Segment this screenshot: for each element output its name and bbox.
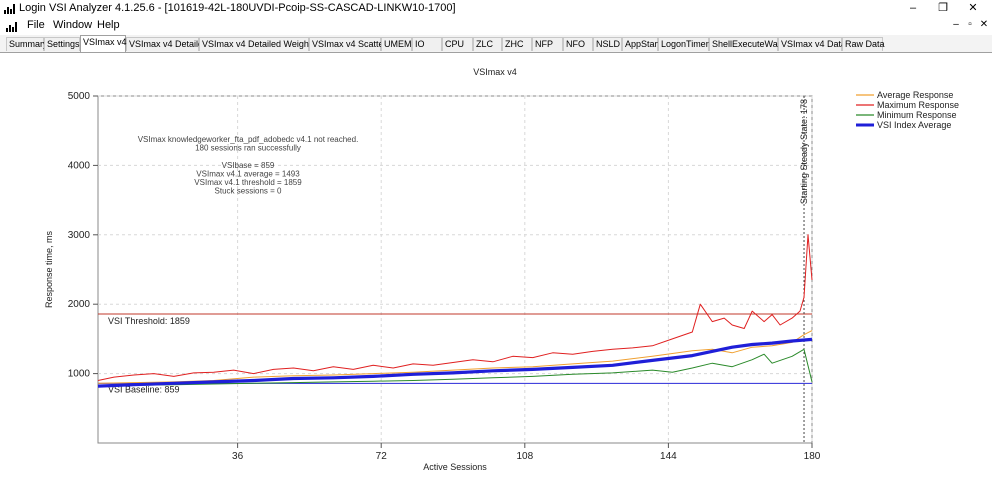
tab-vsimax-v4-scatter[interactable]: VSImax v4 Scatter xyxy=(309,37,387,51)
menu-bar: File Window Help – ▫ ✕ xyxy=(0,17,992,35)
series-line-average-response xyxy=(97,330,813,384)
y-tick-label: 5000 xyxy=(68,91,91,102)
app-chart-icon xyxy=(4,4,16,14)
annotation-text: VSImax knowledgeworker_fta_pdf_adobedc v… xyxy=(138,135,359,144)
tab-zhc[interactable]: ZHC xyxy=(502,37,532,51)
x-axis-label: Active Sessions xyxy=(423,462,487,472)
series-line-maximum-response xyxy=(97,234,813,381)
tab-cpu[interactable]: CPU xyxy=(442,37,473,51)
mdi-restore-button[interactable]: ▫ xyxy=(968,19,972,30)
tab-vsimax-v4-detailed-weighted[interactable]: VSImax v4 Detailed Weighted xyxy=(199,37,321,51)
series-line-minimum-response xyxy=(97,348,813,387)
tab-summary[interactable]: Summary xyxy=(6,37,48,51)
mdi-close-button[interactable]: ✕ xyxy=(979,19,989,30)
tab-nsld[interactable]: NSLD xyxy=(593,37,622,51)
tab-appstart[interactable]: AppStart xyxy=(622,37,660,51)
tab-vsimax-v4[interactable]: VSImax v4 xyxy=(80,35,127,52)
y-tick-label: 4000 xyxy=(68,160,91,171)
chart-area: VSImax v4 1000 2000 3000 4000 5000 36 72 108 144 1… xyxy=(0,53,992,476)
legend-entry: Maximum Response xyxy=(877,100,959,110)
legend-entry: Average Response xyxy=(877,90,953,100)
window-title: Login VSI Analyzer 4.1.25.6 - [101619-42… xyxy=(19,2,456,14)
minimize-button[interactable]: – xyxy=(909,2,917,14)
tab-io[interactable]: IO xyxy=(412,37,442,51)
y-tick-label: 2000 xyxy=(68,299,91,310)
x-tick-label: 108 xyxy=(516,451,533,462)
steady-state-label: Starting Steady State: 178 xyxy=(799,99,809,204)
annotation-text: VSIbase = 859 xyxy=(222,161,275,170)
annotation-text: Stuck sessions = 0 xyxy=(215,187,282,196)
x-tick-label: 36 xyxy=(232,451,244,462)
response-time-chart: VSImax v4 1000 2000 3000 4000 5000 36 72 108 144 1… xyxy=(44,67,959,472)
menu-help[interactable]: Help xyxy=(97,19,120,31)
menu-window[interactable]: Window xyxy=(53,19,93,31)
mdi-chart-icon xyxy=(6,22,18,32)
legend-entry: VSI Index Average xyxy=(877,120,951,130)
baseline-label: VSI Baseline: 859 xyxy=(108,384,180,394)
y-tick-label: 3000 xyxy=(68,230,91,241)
x-tick-label: 144 xyxy=(660,451,677,462)
tab-raw-data[interactable]: Raw Data xyxy=(842,37,885,51)
title-bar: Login VSI Analyzer 4.1.25.6 - [101619-42… xyxy=(0,0,992,17)
annotation-text: 180 sessions ran successfully xyxy=(195,144,301,153)
x-tick-label: 72 xyxy=(376,451,388,462)
chart-title: VSImax v4 xyxy=(473,67,517,77)
tab-nfp[interactable]: NFP xyxy=(532,37,563,51)
x-tick-label: 180 xyxy=(804,451,821,462)
tab-vsimax-v4-data[interactable]: VSImax v4 Data xyxy=(778,37,846,51)
tab-logontimer[interactable]: LogonTimer xyxy=(658,37,709,51)
y-axis-label: Response time, ms xyxy=(44,230,54,308)
annotation-text: VSImax v4.1 threshold = 1859 xyxy=(194,178,302,187)
tab-nfo[interactable]: NFO xyxy=(563,37,593,51)
close-button[interactable]: ✕ xyxy=(968,2,978,14)
tab-vsimax-v4-detailed[interactable]: VSImax v4 Detailed xyxy=(126,37,208,51)
legend-entry: Minimum Response xyxy=(877,110,957,120)
menu-file[interactable]: File xyxy=(27,19,45,31)
tab-shellexecutewait[interactable]: ShellExecuteWait xyxy=(709,37,782,51)
tab-zlc[interactable]: ZLC xyxy=(473,37,502,51)
tab-strip: Summary Settings VSImax v4 VSImax v4 Detail… xyxy=(0,35,992,53)
restore-button[interactable]: ❐ xyxy=(938,2,948,14)
tab-umem[interactable]: UMEM xyxy=(381,37,412,51)
series-line-vsi-index-average xyxy=(97,337,813,388)
y-tick-label: 1000 xyxy=(68,369,91,380)
annotation-text: VSImax v4.1 average = 1493 xyxy=(196,169,300,178)
mdi-minimize-button[interactable]: – xyxy=(953,19,959,30)
tab-settings[interactable]: Settings xyxy=(44,37,80,51)
threshold-label: VSI Threshold: 1859 xyxy=(108,316,190,326)
